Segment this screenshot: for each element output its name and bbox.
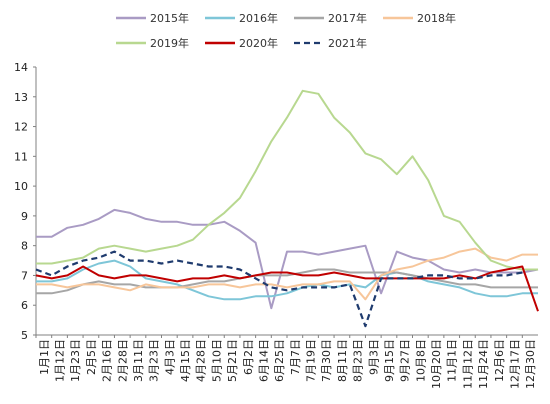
legend-label: 2015年 bbox=[150, 11, 189, 25]
x-tick-label: 11月24日 bbox=[477, 339, 490, 389]
x-tick-label: 9月3日 bbox=[367, 339, 380, 375]
x-tick-labels: 1月1日 1月12日 1月23日 2月5日 2月16日 2月28日 3月11日 3月23日 4月… bbox=[38, 339, 537, 389]
y-tick-label: 11 bbox=[14, 150, 28, 163]
series-line-2021年 bbox=[35, 250, 523, 328]
x-tick-label: 2月16日 bbox=[101, 339, 114, 382]
x-tick-label: 7月30日 bbox=[320, 339, 333, 382]
series-line-2018年 bbox=[36, 247, 538, 301]
x-tick-label: 1月1日 bbox=[38, 339, 51, 375]
series-line-2016年 bbox=[36, 259, 538, 301]
x-tick-label: 4月3日 bbox=[163, 339, 176, 375]
y-tick-label: 14 bbox=[14, 61, 28, 74]
y-tick-label: 10 bbox=[14, 180, 28, 193]
y-tick-labels: 5 6 7 8 9 10 11 12 13 14 bbox=[14, 61, 28, 342]
plot-lines bbox=[35, 89, 539, 328]
x-tick-label: 2月28日 bbox=[116, 339, 129, 382]
x-tick-label: 6月2日 bbox=[242, 339, 255, 375]
x-tick-label: 12月17日 bbox=[508, 339, 521, 389]
series-line-2020年 bbox=[35, 265, 539, 312]
x-tick-label: 6月25日 bbox=[273, 339, 286, 382]
series-line-2015年 bbox=[36, 208, 539, 310]
x-tick-label: 5月21日 bbox=[226, 339, 239, 382]
x-tick-label: 5月10日 bbox=[210, 339, 223, 382]
legend-label: 2019年 bbox=[150, 36, 189, 50]
x-tick-label: 11月1日 bbox=[446, 339, 459, 382]
legend-label: 2021年 bbox=[328, 36, 367, 50]
x-tick-label: 3月11日 bbox=[132, 339, 145, 382]
x-tick-label: 10月20日 bbox=[430, 339, 443, 389]
x-tick-label: 9月15日 bbox=[383, 339, 396, 382]
x-tick-label: 9月27日 bbox=[399, 339, 412, 382]
x-tick-label: 2月5日 bbox=[85, 339, 98, 375]
series-line-2019年 bbox=[36, 89, 538, 271]
legend-label: 2016年 bbox=[239, 11, 278, 25]
x-tick-label: 3月23日 bbox=[148, 339, 161, 382]
legend-label: 2017年 bbox=[328, 11, 367, 25]
legend: 2015年 2016年 2017年 2018年 2019年 2020年 2021年 bbox=[116, 11, 456, 50]
x-tick-label: 8月23日 bbox=[352, 339, 365, 382]
x-tick-label: 4月28日 bbox=[195, 339, 208, 382]
x-tick-label: 1月12日 bbox=[54, 339, 67, 382]
y-tick-label: 7 bbox=[21, 269, 28, 282]
x-tick-label: 6月14日 bbox=[257, 339, 270, 382]
y-tick-label: 13 bbox=[14, 91, 28, 104]
y-tick-label: 5 bbox=[21, 329, 28, 342]
y-tick-label: 8 bbox=[21, 240, 28, 253]
x-tick-label: 10月8日 bbox=[414, 339, 427, 382]
x-tick-label: 11月12日 bbox=[461, 339, 474, 389]
x-tick-label: 4月15日 bbox=[179, 339, 192, 382]
y-tick-label: 12 bbox=[14, 121, 28, 134]
legend-label: 2020年 bbox=[239, 36, 278, 50]
series-line-2017年 bbox=[36, 268, 538, 295]
x-tick-label: 12月30日 bbox=[524, 339, 537, 389]
x-tick-label: 12月6日 bbox=[493, 339, 506, 382]
x-tick-label: 1月23日 bbox=[69, 339, 82, 382]
axes bbox=[33, 66, 538, 338]
x-tick-label: 7月19日 bbox=[305, 339, 318, 382]
legend-label: 2018年 bbox=[417, 11, 456, 25]
x-tick-label: 7月7日 bbox=[289, 339, 302, 375]
y-tick-label: 9 bbox=[21, 210, 28, 223]
y-tick-label: 6 bbox=[21, 299, 28, 312]
x-tick-label: 8月11日 bbox=[336, 339, 349, 382]
